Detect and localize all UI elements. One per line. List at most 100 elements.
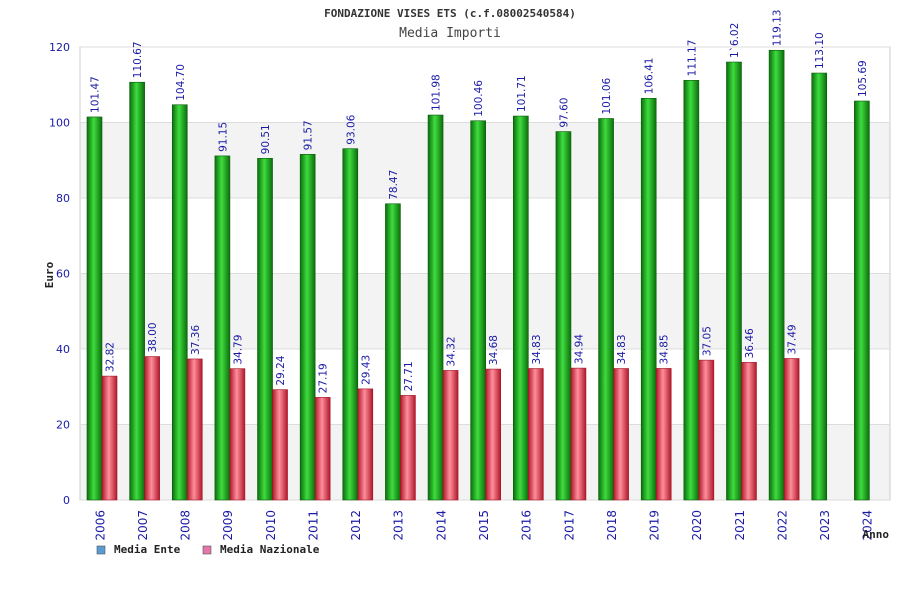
x-tick-label: 2024: [861, 510, 875, 541]
chart-title: FONDAZIONE VISES ETS (c.f.08002540584): [324, 7, 576, 20]
value-label-media-ente: 101.47: [90, 76, 102, 113]
bar-media-ente: [257, 158, 273, 501]
bar-media-ente: [470, 120, 486, 501]
value-label-media-nazionale: 34.85: [659, 334, 671, 364]
plot-band: [80, 47, 890, 123]
legend-label-media-nazionale: Media Nazionale: [220, 543, 320, 556]
x-tick-label: 2014: [434, 510, 448, 541]
bar-media-ente: [726, 61, 742, 501]
x-tick-label: 2021: [733, 510, 747, 541]
value-label-media-nazionale: 38.00: [147, 322, 159, 352]
x-tick-label: 2023: [818, 510, 832, 541]
x-tick-label: 2022: [775, 510, 789, 541]
value-label-media-nazionale: 32.82: [105, 342, 117, 372]
bar-media-nazionale: [442, 370, 459, 501]
value-label-media-ente: 97.60: [558, 97, 570, 127]
bar-media-nazionale: [698, 359, 715, 501]
value-label-media-nazionale: 34.94: [573, 334, 585, 364]
value-label-media-nazionale: 34.83: [531, 334, 543, 364]
value-label-media-nazionale: 37.49: [787, 324, 799, 354]
x-tick-label: 2012: [349, 510, 363, 541]
value-label-media-ente: 93.06: [345, 114, 357, 144]
bar-media-nazionale: [570, 367, 587, 501]
bar-media-nazionale: [528, 368, 544, 501]
y-tick-label: 120: [49, 41, 70, 54]
x-tick-label: 2008: [179, 510, 193, 541]
value-label-media-ente: 100.46: [473, 80, 485, 117]
bar-media-nazionale: [144, 356, 160, 501]
y-tick-label: 0: [63, 494, 70, 507]
bar-media-nazionale: [272, 389, 288, 501]
value-label-media-ente: 1`6.02: [729, 23, 741, 58]
bar-media-ente: [385, 203, 401, 501]
value-label-media-nazionale: 29.43: [360, 355, 372, 385]
bar-media-nazionale: [229, 368, 246, 501]
x-tick-label: 2020: [690, 510, 704, 541]
bar-media-nazionale: [314, 397, 331, 501]
bar-media-nazionale: [783, 358, 800, 501]
bar-media-ente: [598, 118, 614, 501]
legend-swatch-media-ente: [96, 545, 106, 555]
bar-media-ente: [86, 116, 103, 501]
value-label-media-ente: 91.15: [217, 122, 229, 152]
bar-media-ente: [811, 72, 828, 501]
value-label-media-nazionale: 27.19: [318, 363, 330, 393]
bar-media-nazionale: [485, 368, 501, 501]
bar-media-ente: [555, 131, 572, 501]
bar-media-nazionale: [741, 362, 757, 501]
value-label-media-ente: 104.70: [175, 64, 187, 101]
legend-label-media-ente: Media Ente: [114, 543, 181, 556]
value-label-media-ente: 110.67: [132, 41, 144, 78]
y-tick-label: 20: [56, 419, 70, 432]
value-label-media-ente: 91.57: [303, 120, 315, 150]
value-label-media-ente: 101.98: [431, 74, 443, 111]
bar-media-nazionale: [613, 368, 629, 501]
bar-media-ente: [683, 80, 700, 501]
value-label-media-nazionale: 34.83: [616, 334, 628, 364]
value-label-media-ente: 111.17: [686, 40, 698, 77]
x-tick-label: 2006: [93, 510, 107, 541]
value-label-media-ente: 105.69: [857, 60, 869, 97]
bar-media-nazionale: [186, 358, 203, 501]
x-tick-label: 2009: [221, 510, 235, 541]
legend: Media Ente Media Nazionale: [96, 543, 320, 556]
x-tick-label: 2013: [392, 510, 406, 541]
bar-media-nazionale: [655, 368, 672, 501]
value-label-media-nazionale: 34.68: [488, 335, 500, 365]
bar-media-ente: [513, 115, 529, 501]
y-tick-labels: 0 20 40 60 80 100 120: [49, 41, 70, 507]
value-label-media-nazionale: 27.71: [403, 361, 415, 391]
bar-media-ente: [427, 114, 444, 501]
value-label-media-nazionale: 37.05: [701, 326, 713, 356]
value-label-media-nazionale: 36.46: [744, 328, 756, 358]
y-tick-label: 80: [56, 192, 70, 205]
x-tick-label: 2018: [605, 510, 619, 541]
x-tick-label: 2011: [306, 510, 320, 541]
value-label-media-ente: 78.47: [388, 170, 400, 200]
value-label-media-nazionale: 37.36: [190, 325, 202, 355]
x-tick-labels: 2006 2007 2008 2009 2010 2011 2012 2013 2014 2015…: [93, 510, 874, 541]
bar-media-ente: [768, 49, 785, 501]
x-tick-label: 2016: [520, 510, 534, 541]
y-tick-label: 60: [56, 268, 70, 281]
bar-media-ente: [299, 154, 316, 501]
x-axis-label: Anno: [863, 528, 890, 541]
value-label-media-nazionale: 34.32: [446, 336, 458, 366]
bars: [86, 49, 870, 501]
value-label-media-ente: 106.41: [644, 58, 656, 95]
y-tick-label: 40: [56, 343, 70, 356]
x-tick-label: 2007: [136, 510, 150, 541]
x-tick-label: 2019: [648, 510, 662, 541]
value-label-media-nazionale: 34.79: [232, 335, 244, 365]
bar-media-ente: [171, 104, 188, 501]
value-label-media-ente: 101.06: [601, 77, 613, 114]
bar-media-ente: [640, 98, 657, 501]
x-tick-label: 2017: [562, 510, 576, 541]
chart-subtitle: Media Importi: [399, 26, 501, 41]
bar-media-ente: [854, 100, 870, 501]
value-label-media-nazionale: 29.24: [275, 355, 287, 385]
y-tick-label: 100: [49, 117, 70, 130]
bar-media-ente: [214, 155, 231, 501]
value-labels: 101.47 32.82 110.67 38.00 104.70 37.36 91.15 34…: [90, 10, 869, 394]
